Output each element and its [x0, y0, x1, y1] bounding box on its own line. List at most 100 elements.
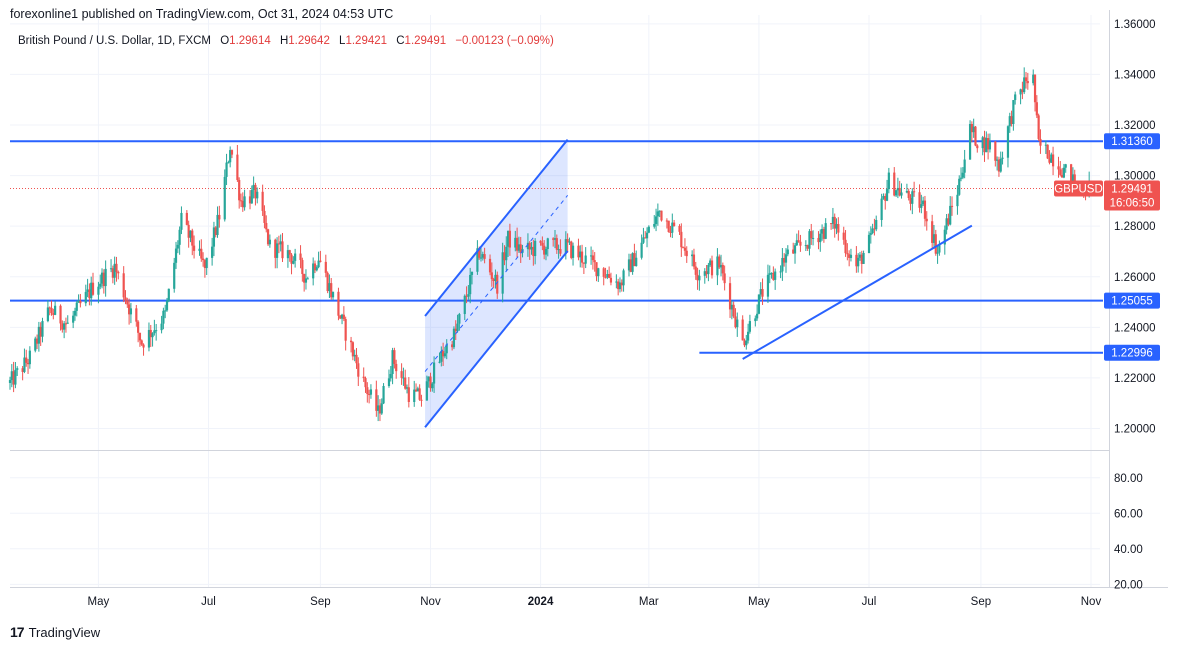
candle-down	[344, 316, 347, 351]
candle-body	[288, 250, 291, 255]
candle-body	[869, 233, 872, 235]
candle-body	[317, 260, 320, 268]
tradingview-footer[interactable]: 17 TradingView	[10, 624, 100, 640]
candle-body	[591, 255, 594, 261]
candle-down	[454, 320, 457, 340]
candle-body	[961, 172, 964, 178]
candle-up	[467, 285, 470, 300]
candle-up	[945, 213, 948, 235]
horizontal-levels[interactable]	[10, 140, 1103, 354]
candle-body	[147, 329, 151, 348]
high-label: H	[279, 35, 289, 47]
open-value: 1.29614	[229, 35, 271, 47]
candle-up	[858, 251, 862, 261]
candle-down	[301, 257, 304, 282]
candle-body	[994, 141, 997, 161]
candle-body	[368, 394, 371, 396]
candle-down	[492, 277, 495, 289]
candle-body	[454, 328, 457, 332]
candle-body	[173, 262, 176, 289]
candle-body	[797, 240, 800, 242]
candle-down	[543, 240, 546, 260]
candle-down	[126, 297, 129, 308]
candle-body	[496, 274, 499, 294]
candle-body	[189, 230, 192, 238]
candle-body	[216, 214, 219, 235]
candle-up	[63, 321, 66, 339]
candle-body	[239, 200, 243, 202]
candle-down	[683, 238, 687, 256]
candle-up	[831, 207, 835, 230]
candle-body	[438, 361, 441, 363]
candle-body	[723, 273, 726, 284]
candle-body	[277, 243, 280, 245]
candle-down	[667, 220, 670, 233]
candle-up	[66, 315, 69, 324]
candle-down	[907, 188, 910, 201]
candle-down	[682, 246, 685, 249]
candle-up	[178, 226, 181, 255]
candle-body	[387, 378, 391, 386]
candle-body	[174, 248, 178, 263]
candle-body	[640, 242, 643, 258]
candle-body	[427, 376, 430, 382]
candle-up	[988, 133, 992, 153]
candle-body	[808, 231, 811, 249]
candle-body	[867, 234, 871, 253]
candle-body	[680, 231, 683, 248]
candle-body	[117, 271, 120, 274]
candle-up	[387, 369, 391, 388]
candle-down	[761, 278, 764, 305]
trendline	[424, 139, 569, 317]
candle-body	[1057, 166, 1060, 170]
candle-down	[218, 205, 221, 228]
candle-body	[860, 254, 863, 264]
candle-body	[1046, 144, 1049, 159]
candle-down	[830, 223, 833, 230]
candle-down	[248, 190, 252, 210]
candle-body	[1048, 158, 1051, 163]
candle-down	[673, 219, 676, 227]
candle-body	[885, 189, 889, 201]
candle-body	[976, 145, 979, 149]
candle-up	[227, 160, 230, 164]
candle-up	[431, 382, 434, 392]
candle-up	[949, 196, 952, 226]
price-axis[interactable]: 1.36000 1.34000 1.32000 1.30000 1.28000 1.260…	[1114, 19, 1156, 436]
level-price-text: 1.31360	[1111, 136, 1153, 148]
candle-up	[164, 304, 167, 319]
candle-body	[795, 240, 798, 246]
candle-body	[608, 274, 611, 278]
candle-up	[748, 314, 752, 334]
candle-body	[669, 231, 672, 233]
time-tick-label: Jul	[201, 596, 216, 608]
candle-up	[174, 241, 178, 269]
candle-body	[66, 322, 69, 324]
price-labels: 1.31360 1.25055 1.22996 1.29491 16:06:50 GBPU…	[1054, 133, 1160, 361]
candle-body	[389, 373, 392, 379]
candle-body	[211, 246, 214, 258]
candle-down	[528, 241, 531, 260]
candle-up	[571, 242, 575, 266]
candle-body	[407, 387, 410, 402]
candle-up	[996, 156, 999, 171]
candle-up	[887, 167, 890, 194]
candle-body	[945, 218, 948, 230]
candle-body	[703, 271, 706, 276]
candle-body	[539, 240, 542, 243]
candle-up	[377, 395, 380, 422]
candle-body	[622, 270, 625, 286]
candle-body	[364, 378, 367, 388]
time-axis[interactable]: May Jul Sep Nov 2024 Mar May Jul Sep Nov	[88, 596, 1102, 608]
trendlines[interactable]	[424, 139, 973, 428]
candle-up	[382, 383, 385, 405]
candle-body	[584, 255, 587, 264]
candle-body	[559, 249, 562, 254]
candle-down	[241, 192, 244, 212]
candle-body	[137, 321, 140, 333]
candle-down	[1026, 72, 1029, 90]
candle-down	[1061, 168, 1064, 178]
candle-body	[817, 237, 820, 243]
candle-body	[517, 244, 521, 251]
